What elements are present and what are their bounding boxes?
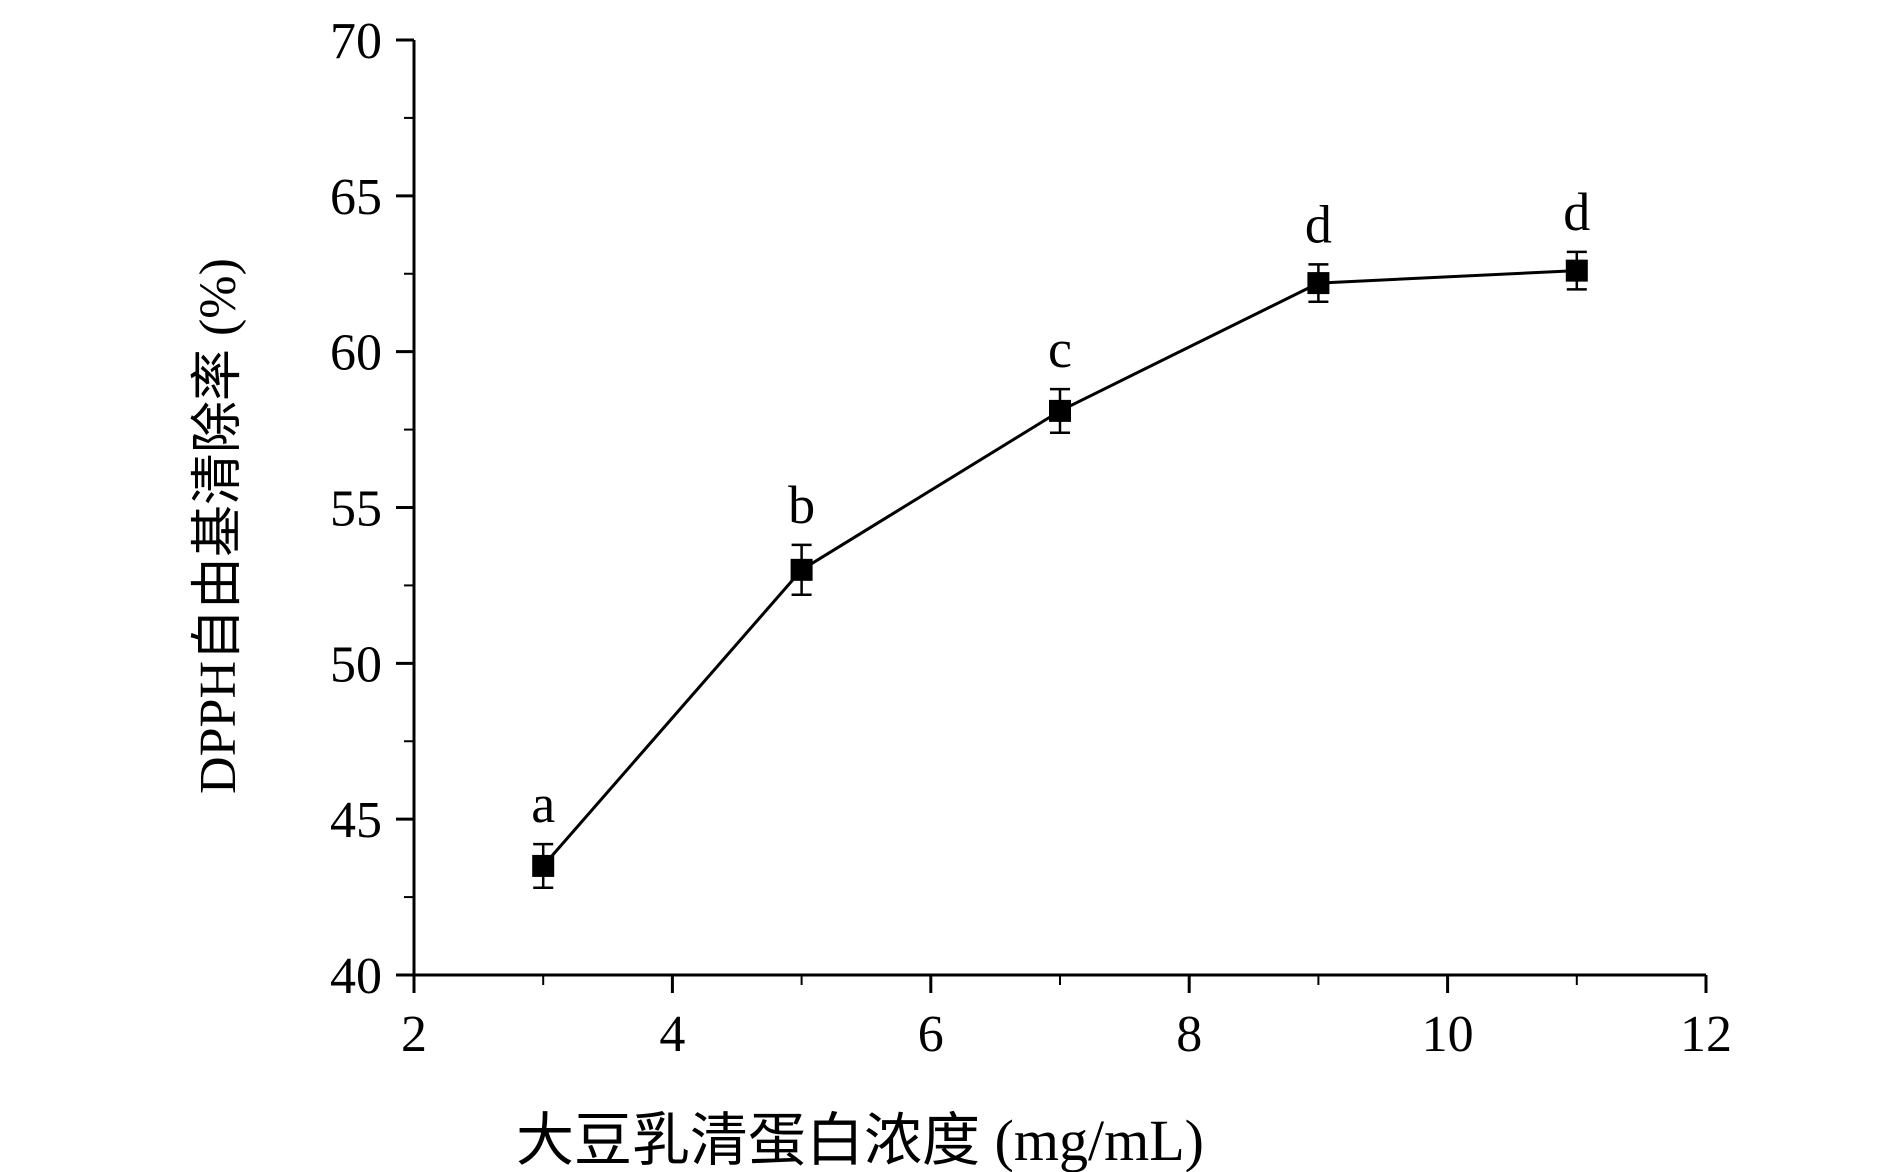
data-point bbox=[532, 854, 555, 877]
y-tick-label: 70 bbox=[330, 13, 382, 70]
x-tick-label: 8 bbox=[1176, 1006, 1202, 1063]
data-point bbox=[790, 558, 813, 581]
y-tick-label: 40 bbox=[330, 948, 382, 1005]
x-tick-label: 2 bbox=[401, 1006, 427, 1063]
axes: 40 45 50 55 60 65 70 2 4 6 8 10 12 bbox=[330, 13, 1732, 1063]
x-axis-title: 大豆乳清蛋白浓度 (mg/mL) bbox=[516, 1108, 1204, 1172]
series: a b c d d bbox=[531, 182, 1590, 889]
data-label: c bbox=[1048, 319, 1072, 379]
data-label: a bbox=[531, 774, 555, 834]
x-tick-label: 12 bbox=[1680, 1006, 1732, 1063]
data-label: b bbox=[788, 475, 815, 535]
data-point bbox=[1565, 259, 1588, 282]
x-tick-label: 4 bbox=[659, 1006, 685, 1063]
y-tick-label: 45 bbox=[330, 792, 382, 849]
data-point bbox=[1307, 272, 1330, 295]
x-tick-label: 10 bbox=[1422, 1006, 1474, 1063]
data-label: d bbox=[1563, 182, 1590, 242]
y-tick-label: 55 bbox=[330, 481, 382, 538]
y-tick-label: 50 bbox=[330, 636, 382, 693]
x-tick-label: 6 bbox=[918, 1006, 944, 1063]
data-label: d bbox=[1305, 194, 1332, 254]
y-tick-label: 65 bbox=[330, 169, 382, 226]
data-point bbox=[1049, 399, 1071, 422]
y-tick-label: 60 bbox=[330, 325, 382, 382]
y-axis-title: DPPH自由基清除率 (%) bbox=[190, 258, 247, 794]
